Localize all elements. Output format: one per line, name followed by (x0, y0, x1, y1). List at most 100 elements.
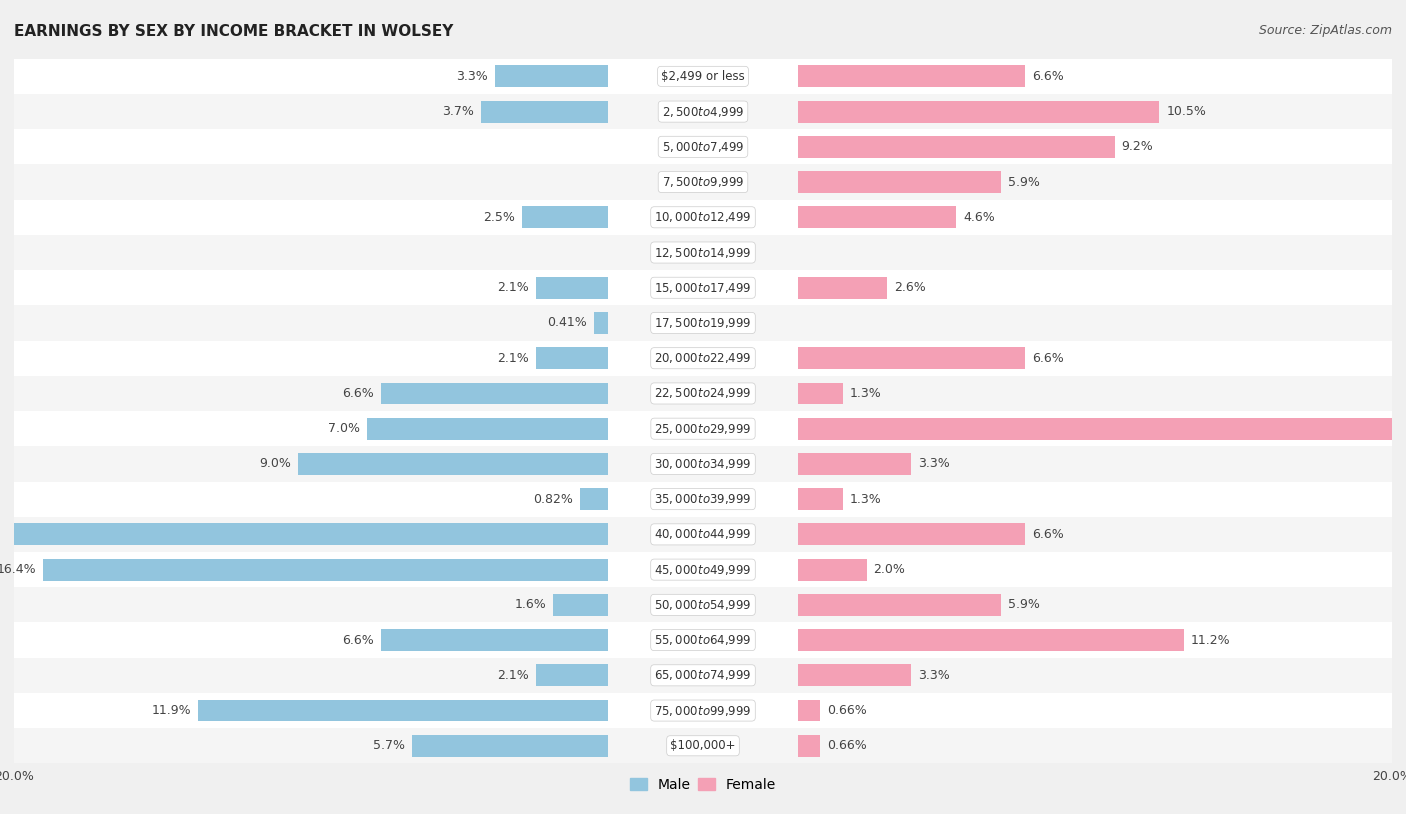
Text: 5.7%: 5.7% (373, 739, 405, 752)
Text: $12,500 to $14,999: $12,500 to $14,999 (654, 246, 752, 260)
Bar (381, 629, 609, 651)
Bar (198, 699, 609, 721)
Bar (797, 383, 842, 405)
Bar (797, 277, 887, 299)
Bar (14, 552, 1392, 587)
Text: $40,000 to $44,999: $40,000 to $44,999 (654, 527, 752, 541)
Bar (14, 305, 1392, 340)
Text: $50,000 to $54,999: $50,000 to $54,999 (654, 597, 752, 612)
Text: 6.6%: 6.6% (342, 633, 374, 646)
Text: $30,000 to $34,999: $30,000 to $34,999 (654, 457, 752, 471)
Bar (797, 453, 911, 475)
Bar (14, 199, 1392, 235)
Bar (536, 664, 609, 686)
Bar (14, 164, 1392, 199)
Bar (797, 488, 842, 510)
Text: $17,500 to $19,999: $17,500 to $19,999 (654, 316, 752, 330)
Text: 1.3%: 1.3% (849, 387, 882, 400)
Text: Source: ZipAtlas.com: Source: ZipAtlas.com (1258, 24, 1392, 37)
Text: 5.9%: 5.9% (1008, 598, 1039, 611)
Text: 6.6%: 6.6% (1032, 70, 1064, 83)
Text: 6.6%: 6.6% (342, 387, 374, 400)
Text: $45,000 to $49,999: $45,000 to $49,999 (654, 562, 752, 576)
Bar (797, 664, 911, 686)
Text: 11.2%: 11.2% (1191, 633, 1230, 646)
Bar (412, 735, 609, 757)
Bar (553, 594, 609, 615)
Text: 1.6%: 1.6% (515, 598, 547, 611)
Bar (495, 65, 609, 87)
Text: $2,500 to $4,999: $2,500 to $4,999 (662, 104, 744, 119)
Bar (481, 101, 609, 123)
Text: 0.66%: 0.66% (827, 704, 868, 717)
Bar (381, 383, 609, 405)
Text: 2.5%: 2.5% (484, 211, 515, 224)
Bar (14, 411, 1392, 446)
Bar (797, 65, 1025, 87)
Text: EARNINGS BY SEX BY INCOME BRACKET IN WOLSEY: EARNINGS BY SEX BY INCOME BRACKET IN WOL… (14, 24, 453, 39)
Bar (14, 270, 1392, 305)
Text: 3.3%: 3.3% (456, 70, 488, 83)
Text: 0.41%: 0.41% (547, 317, 588, 330)
Bar (44, 558, 609, 580)
Text: 3.3%: 3.3% (918, 669, 950, 682)
Bar (14, 658, 1392, 693)
Bar (797, 348, 1025, 369)
Bar (14, 729, 1392, 764)
Bar (797, 735, 821, 757)
Bar (14, 376, 1392, 411)
Text: 0.66%: 0.66% (827, 739, 868, 752)
Bar (536, 348, 609, 369)
Bar (298, 453, 609, 475)
Text: 6.6%: 6.6% (1032, 528, 1064, 540)
Text: 10.5%: 10.5% (1167, 105, 1206, 118)
Text: $5,000 to $7,499: $5,000 to $7,499 (662, 140, 744, 154)
Bar (797, 418, 1406, 440)
Text: $7,500 to $9,999: $7,500 to $9,999 (662, 175, 744, 189)
Bar (797, 207, 956, 228)
Text: $65,000 to $74,999: $65,000 to $74,999 (654, 668, 752, 682)
Text: 6.6%: 6.6% (1032, 352, 1064, 365)
Text: $10,000 to $12,499: $10,000 to $12,499 (654, 210, 752, 225)
Text: 11.9%: 11.9% (152, 704, 191, 717)
Text: $22,500 to $24,999: $22,500 to $24,999 (654, 387, 752, 400)
Text: $75,000 to $99,999: $75,000 to $99,999 (654, 703, 752, 718)
Legend: Male, Female: Male, Female (624, 772, 782, 797)
Text: 2.1%: 2.1% (498, 669, 529, 682)
Bar (522, 207, 609, 228)
Bar (797, 558, 866, 580)
Bar (14, 94, 1392, 129)
Text: 2.0%: 2.0% (873, 563, 905, 576)
Bar (14, 517, 1392, 552)
Text: $35,000 to $39,999: $35,000 to $39,999 (654, 492, 752, 506)
Text: $2,499 or less: $2,499 or less (661, 70, 745, 83)
Text: 3.3%: 3.3% (918, 457, 950, 470)
Bar (14, 340, 1392, 376)
Text: 5.9%: 5.9% (1008, 176, 1039, 189)
Text: 2.6%: 2.6% (894, 282, 927, 294)
Text: 4.6%: 4.6% (963, 211, 995, 224)
Bar (14, 129, 1392, 164)
Bar (797, 136, 1115, 158)
Bar (797, 629, 1184, 651)
Bar (536, 277, 609, 299)
Bar (14, 587, 1392, 623)
Text: 7.0%: 7.0% (328, 422, 360, 435)
Bar (595, 312, 609, 334)
Text: 2.1%: 2.1% (498, 282, 529, 294)
Bar (14, 482, 1392, 517)
Text: $55,000 to $64,999: $55,000 to $64,999 (654, 633, 752, 647)
Text: 1.3%: 1.3% (849, 492, 882, 505)
Bar (797, 101, 1160, 123)
Text: $20,000 to $22,499: $20,000 to $22,499 (654, 351, 752, 365)
Bar (14, 693, 1392, 729)
Bar (797, 171, 1001, 193)
Bar (797, 523, 1025, 545)
Bar (14, 446, 1392, 482)
Bar (797, 699, 821, 721)
Bar (0, 523, 609, 545)
Bar (581, 488, 609, 510)
Bar (14, 623, 1392, 658)
Text: 3.7%: 3.7% (441, 105, 474, 118)
Bar (14, 59, 1392, 94)
